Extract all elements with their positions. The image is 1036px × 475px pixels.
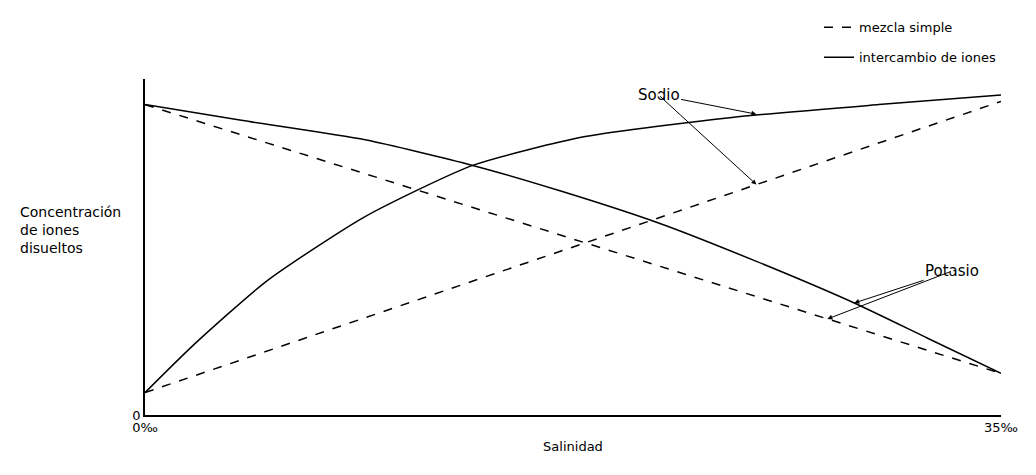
svg-text:mezcla simple: mezcla simple: [859, 20, 952, 35]
svg-text:0: 0: [132, 408, 140, 423]
svg-text:intercambio de iones: intercambio de iones: [859, 50, 996, 65]
svg-text:Salinidad: Salinidad: [543, 439, 603, 454]
svg-text:0‰: 0‰: [132, 420, 158, 435]
svg-text:Sodio: Sodio: [638, 86, 680, 104]
svg-text:35‰: 35‰: [984, 420, 1018, 435]
svg-text:Concentraciónde ionesdisueltos: Concentraciónde ionesdisueltos: [20, 204, 121, 256]
svg-text:Potasio: Potasio: [925, 262, 979, 280]
